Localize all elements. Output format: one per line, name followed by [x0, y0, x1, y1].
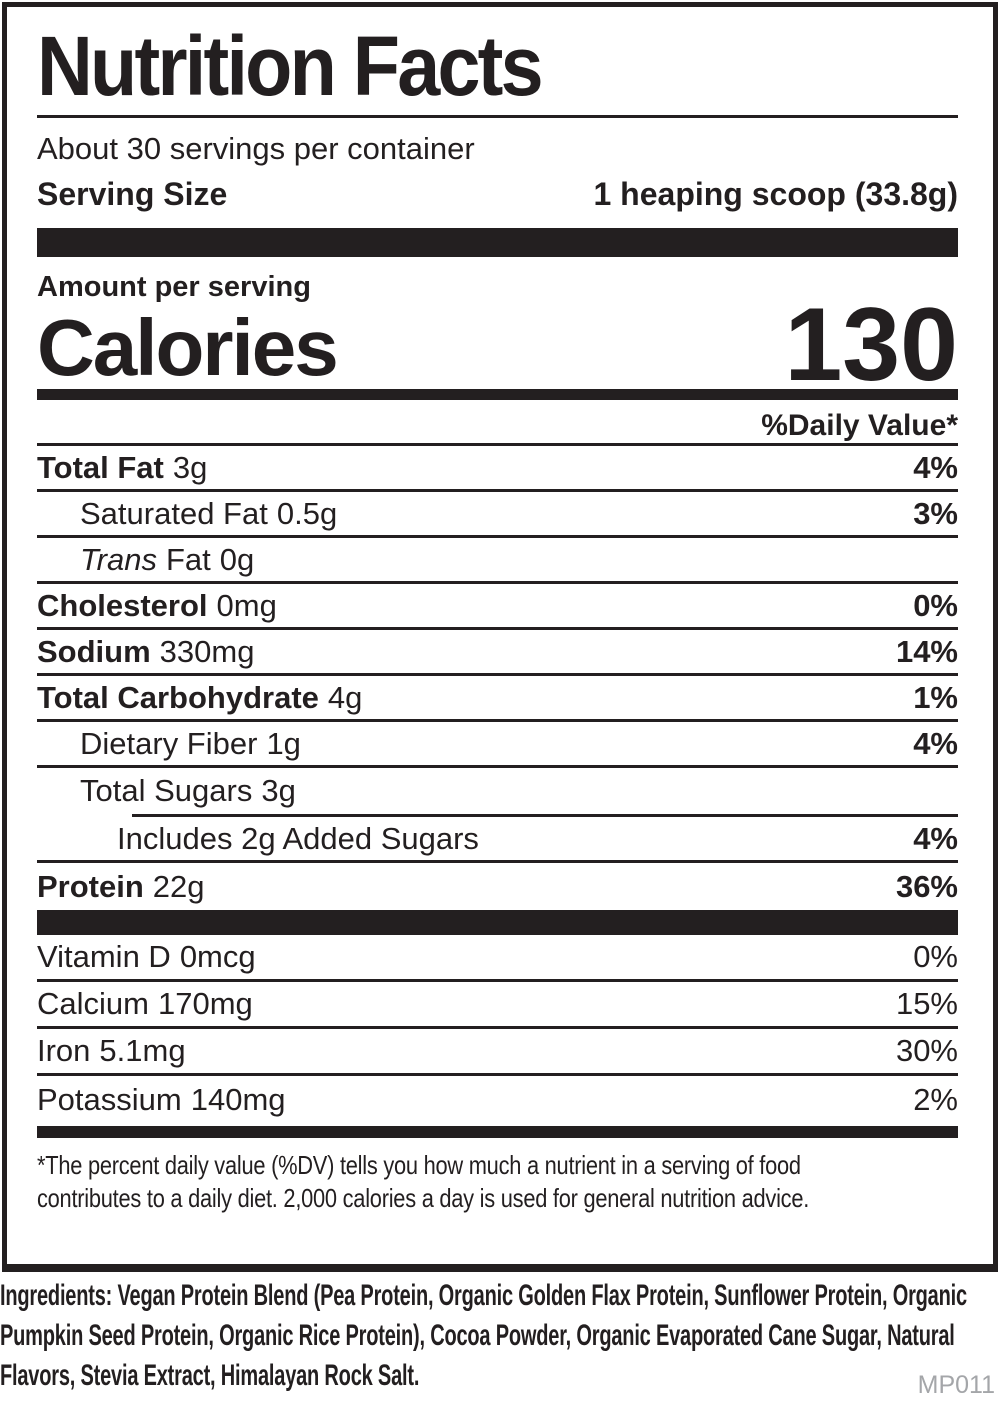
nutrient-amount: 3g	[261, 773, 296, 808]
nutrient-dv: 3%	[913, 495, 958, 531]
daily-value-header: %Daily Value*	[761, 409, 958, 442]
nutrient-dv: 14%	[895, 633, 958, 669]
nutrient-dv: 36%	[895, 868, 958, 904]
nutrient-row-total-sugars: Total Sugars 3g	[37, 768, 958, 814]
nutrient-amount: 330mg	[159, 633, 255, 669]
serving-size-value: 1 heaping scoop (33.8g)	[593, 176, 958, 212]
title-divider	[37, 115, 958, 118]
nutrient-name: Saturated Fat	[80, 495, 268, 531]
nutrient-name: Dietary Fiber	[80, 725, 258, 761]
header-divider	[37, 443, 958, 446]
serving-size-label: Serving Size	[37, 176, 228, 212]
nutrient-row-dietary-fiber: Dietary Fiber 1g 4%	[37, 722, 958, 768]
nutrient-amount: 1g	[266, 725, 301, 761]
medium-divider	[37, 1126, 958, 1138]
nutrition-facts-label: Nutrition Facts About 30 servings per co…	[2, 2, 998, 1272]
nutrient-name: Protein	[37, 868, 144, 904]
nutrient-dv: 0%	[913, 587, 958, 623]
ingredients-section: Ingredients: Vegan Protein Blend (Pea Pr…	[0, 1276, 1000, 1404]
vitamin-row-iron: Iron 5.1mg 30%	[37, 1029, 958, 1076]
amount-per-serving-label: Amount per serving	[37, 271, 311, 303]
nutrient-row-total-fat: Total Fat 3g 4%	[37, 446, 958, 492]
vitamin-row-calcium: Calcium 170mg 15%	[37, 982, 958, 1029]
footnote-line: *The percent daily value (%DV) tells you…	[37, 1150, 801, 1180]
nutrient-amount: 0mg	[216, 587, 277, 623]
nutrient-row-sodium: Sodium 330mg 14%	[37, 630, 958, 676]
vitamin-amount: 0mcg	[179, 939, 256, 974]
nutrient-name: Total Sugars	[80, 773, 253, 808]
vitamin-dv: 2%	[913, 1081, 958, 1117]
nutrient-name: Sodium	[37, 633, 151, 669]
medium-divider	[37, 389, 958, 400]
nutrient-amount: 3g	[172, 449, 208, 485]
vitamin-amount: 140mg	[190, 1081, 286, 1117]
nutrient-dv: 4%	[913, 725, 958, 761]
nutrient-row-cholesterol: Cholesterol 0mg 0%	[37, 584, 958, 630]
thick-divider	[37, 228, 958, 257]
nutrient-amount: 0.5g	[276, 495, 338, 531]
nutrient-amount: 0g	[219, 541, 255, 577]
calories-row: Calories 130	[37, 287, 958, 403]
calories-label: Calories	[37, 303, 339, 392]
nutrient-amount: 22g	[152, 868, 205, 904]
nutrient-row-trans-fat: Trans Fat 0g	[37, 538, 958, 584]
vitamin-dv: 15%	[895, 986, 958, 1021]
vitamin-name: Potassium	[37, 1081, 182, 1117]
nutrient-dv: 4%	[913, 820, 958, 856]
vitamin-name: Vitamin D	[37, 939, 171, 974]
nutrient-name: Fat	[165, 541, 211, 577]
nutrient-row-protein: Protein 22g 36%	[37, 863, 958, 910]
nutrient-amount: 4g	[327, 679, 363, 715]
nutrient-name-italic: Trans	[80, 541, 157, 577]
vitamin-amount: 5.1mg	[99, 1033, 186, 1068]
nutrient-name: Includes 2g Added Sugars	[117, 820, 479, 856]
vitamin-amount: 170mg	[157, 986, 253, 1021]
vitamin-row-potassium: Potassium 140mg 2%	[37, 1076, 958, 1123]
product-code: MP011	[917, 1371, 995, 1399]
vitamin-name: Iron	[37, 1033, 91, 1068]
nutrient-row-added-sugars: Includes 2g Added Sugars 4%	[37, 817, 958, 863]
nutrient-dv: 1%	[913, 679, 958, 715]
thick-divider	[37, 910, 958, 935]
vitamin-dv: 30%	[895, 1033, 958, 1068]
daily-value-footnote: *The percent daily value (%DV) tells you…	[37, 1149, 958, 1215]
nutrient-name: Total Carbohydrate	[37, 679, 319, 715]
calories-value: 130	[784, 287, 958, 403]
vitamin-dv: 0%	[913, 939, 958, 974]
label-title: Nutrition Facts	[37, 19, 544, 113]
vitamin-name: Calcium	[37, 986, 149, 1021]
servings-per-container: About 30 servings per container	[37, 131, 475, 166]
nutrient-name: Total Fat	[37, 449, 164, 485]
nutrient-row-saturated-fat: Saturated Fat 0.5g 3%	[37, 492, 958, 538]
serving-size-row: Serving Size 1 heaping scoop (33.8g)	[37, 177, 958, 211]
ingredients-text: Ingredients: Vegan Protein Blend (Pea Pr…	[0, 1279, 967, 1392]
indented-divider	[132, 814, 958, 817]
nutrient-dv: 4%	[913, 449, 958, 485]
vitamin-row-vitamin-d: Vitamin D 0mcg 0%	[37, 935, 958, 982]
nutrient-name: Cholesterol	[37, 587, 208, 623]
nutrient-row-total-carbohydrate: Total Carbohydrate 4g 1%	[37, 676, 958, 722]
footnote-line: contributes to a daily diet. 2,000 calor…	[37, 1183, 810, 1213]
